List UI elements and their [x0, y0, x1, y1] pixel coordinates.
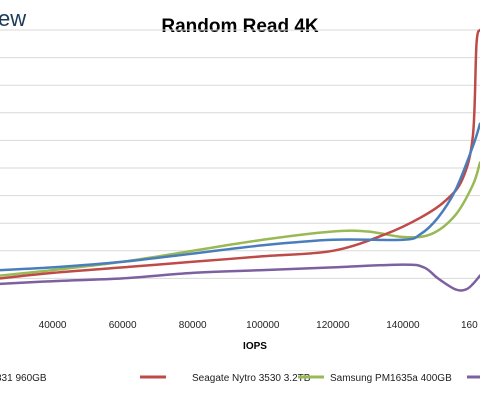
series-line-1 [0, 122, 480, 272]
legend: 331 960GB Seagate Nytro 3530 3.2TB Samsung… [0, 373, 480, 384]
legend-label-3: Samsung PM1635a 400GB [330, 373, 452, 384]
brand-logo: ew [0, 6, 26, 31]
series-line-2 [0, 28, 480, 280]
x-tick-labels: 40000 60000 80000 100000 120000 140000 160 [39, 320, 478, 331]
x-tick-label-4: 100000 [246, 320, 280, 331]
gridlines [0, 29, 480, 279]
x-tick-label-6: 140000 [386, 320, 420, 331]
x-tick-label-2: 60000 [109, 320, 137, 331]
x-axis-label: IOPS [243, 341, 267, 352]
x-tick-label-5: 120000 [316, 320, 350, 331]
legend-label-2: Seagate Nytro 3530 3.2TB [192, 373, 311, 384]
x-tick-label-3: 80000 [179, 320, 207, 331]
series-line-4 [0, 263, 480, 292]
x-tick-label-7: 160 [461, 320, 478, 331]
series-lines [0, 28, 480, 292]
chart-title: Random Read 4K [161, 16, 319, 37]
legend-label-1: 331 960GB [0, 373, 47, 384]
x-tick-label-1: 40000 [39, 320, 67, 331]
